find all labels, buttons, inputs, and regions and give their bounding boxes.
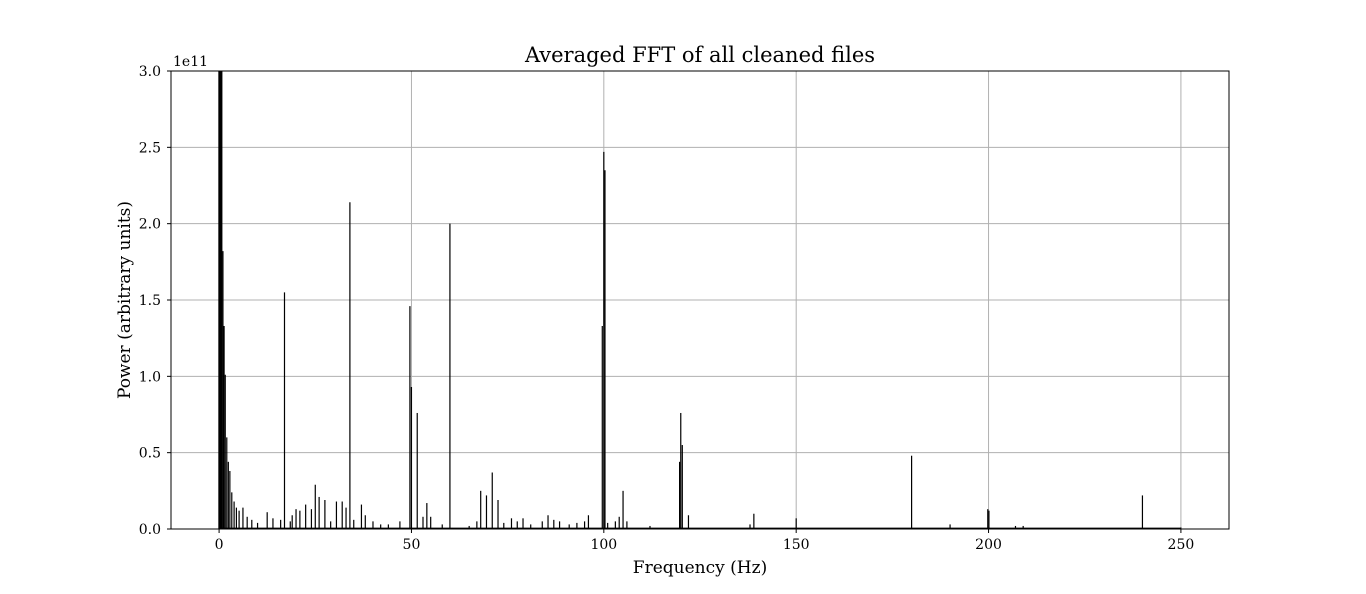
chart-title: Averaged FFT of all cleaned files	[524, 43, 875, 67]
x-tick-label: 100	[590, 537, 617, 553]
spectrum-dc-block	[218, 71, 223, 529]
x-tick-label: 0	[215, 537, 224, 553]
x-axis-ticks: 0 50 100 150 200 250	[215, 529, 1195, 553]
y-offset-text: 1e11	[173, 54, 208, 70]
x-tick-label: 50	[403, 537, 421, 553]
y-tick-label: 1.0	[139, 369, 161, 385]
x-axis-label: Frequency (Hz)	[633, 558, 767, 578]
y-tick-label: 2.5	[139, 140, 161, 156]
y-tick-label: 2.0	[139, 217, 161, 233]
x-tick-label: 150	[783, 537, 810, 553]
y-tick-label: 3.0	[139, 64, 161, 80]
x-tick-label: 250	[1168, 537, 1195, 553]
y-axis-ticks: 0.0 0.5 1.0 1.5 2.0 2.5 3.0	[139, 64, 171, 538]
y-tick-label: 0.0	[139, 522, 161, 538]
grid-lines	[171, 70, 1229, 530]
y-tick-label: 0.5	[139, 446, 161, 462]
y-axis-label: Power (arbitrary units)	[115, 201, 135, 399]
spectrum-trace	[218, 71, 1182, 530]
y-tick-label: 1.5	[139, 293, 161, 309]
x-tick-label: 200	[975, 537, 1002, 553]
